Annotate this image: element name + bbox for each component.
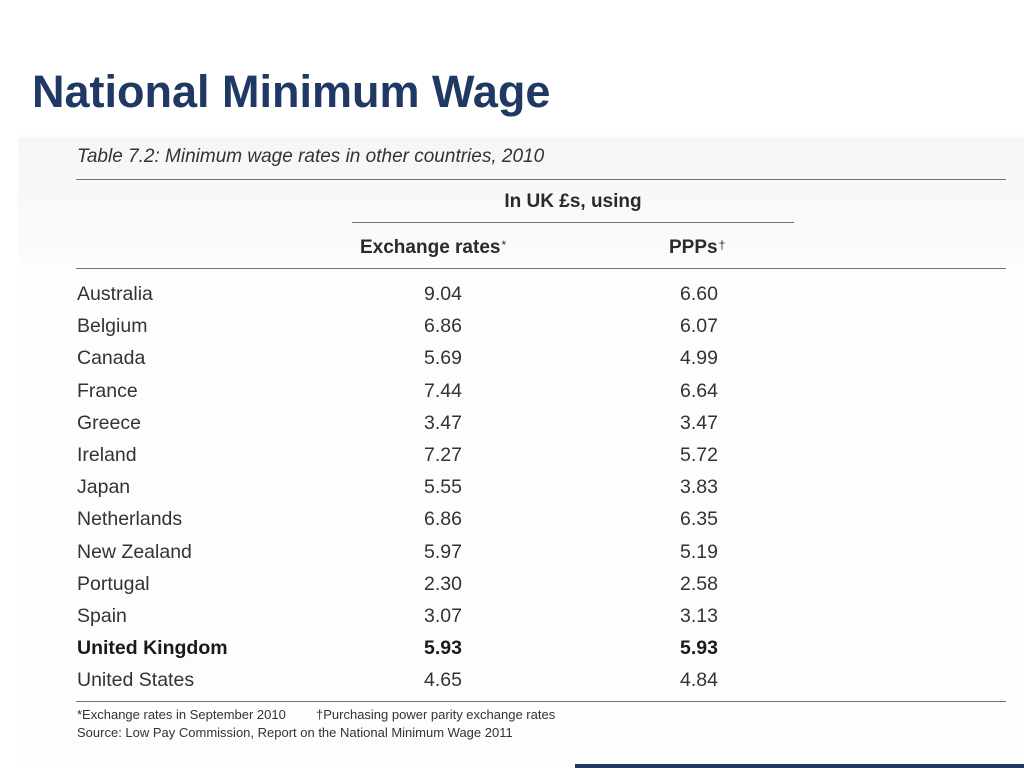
ppp-cell: 4.84 <box>680 669 718 692</box>
column-header-ppp-label: PPPs <box>669 237 718 258</box>
table-row: Australia 9.04 6.60 <box>0 278 1024 310</box>
exchange-rate-cell: 2.30 <box>424 572 462 595</box>
country-cell: United States <box>77 669 195 692</box>
table-row: Belgium 6.86 6.07 <box>0 310 1024 342</box>
ppp-cell: 5.19 <box>680 540 718 563</box>
country-cell: United Kingdom <box>77 637 228 660</box>
country-cell: Belgium <box>77 315 148 338</box>
ppp-cell: 4.99 <box>680 347 718 370</box>
footnote-exchange: *Exchange rates in September 2010 <box>77 707 286 722</box>
table-source: Source: Low Pay Commission, Report on th… <box>77 725 513 740</box>
table-row: Japan 5.55 3.83 <box>0 471 1024 503</box>
ppp-cell: 6.07 <box>680 315 718 338</box>
table-row: France 7.44 6.64 <box>0 375 1024 407</box>
country-cell: France <box>77 379 138 402</box>
table-body: Australia 9.04 6.60 Belgium 6.86 6.07 Canada 5.… <box>0 278 1024 696</box>
column-group-rule <box>352 222 794 223</box>
ppp-cell: 3.47 <box>680 411 718 434</box>
ppp-cell: 2.58 <box>680 572 718 595</box>
table-row: United Kingdom 5.93 5.93 <box>0 632 1024 664</box>
exchange-footnote-mark: * <box>501 238 507 252</box>
country-cell: New Zealand <box>77 540 192 563</box>
scanned-table-image <box>18 128 1024 768</box>
table-row: Greece 3.47 3.47 <box>0 407 1024 439</box>
exchange-rate-cell: 5.69 <box>424 347 462 370</box>
table-header-rule <box>76 268 1006 269</box>
column-header-ppps: PPPs† <box>669 234 725 262</box>
table-top-rule <box>76 179 1006 180</box>
exchange-rate-cell: 3.07 <box>424 604 462 627</box>
table-bottom-rule <box>76 701 1006 702</box>
table-row: United States 4.65 4.84 <box>0 664 1024 696</box>
column-group-header: In UK £s, using <box>504 191 642 212</box>
exchange-rate-cell: 9.04 <box>424 283 462 305</box>
country-cell: Ireland <box>77 443 137 466</box>
exchange-rate-cell: 5.55 <box>424 476 462 499</box>
table-row: Spain 3.07 3.13 <box>0 600 1024 632</box>
column-header-exchange-rates: Exchange rates* <box>360 234 506 262</box>
slide-bottom-band <box>575 764 1024 768</box>
ppp-footnote-mark: † <box>718 238 726 252</box>
exchange-rate-cell: 5.97 <box>424 540 462 563</box>
footnote-ppp: †Purchasing power parity exchange rates <box>316 707 556 722</box>
table-row: Portugal 2.30 2.58 <box>0 568 1024 600</box>
country-cell: Greece <box>77 411 141 434</box>
slide-title: National Minimum Wage <box>32 66 551 117</box>
country-cell: Australia <box>77 283 153 305</box>
ppp-cell: 5.72 <box>680 443 718 466</box>
table-row: Netherlands 6.86 6.35 <box>0 503 1024 535</box>
exchange-rate-cell: 4.65 <box>424 669 462 692</box>
table-row: New Zealand 5.97 5.19 <box>0 536 1024 568</box>
country-cell: Portugal <box>77 572 150 595</box>
exchange-rate-cell: 6.86 <box>424 508 462 531</box>
ppp-cell: 3.13 <box>680 604 718 627</box>
country-cell: Canada <box>77 347 146 370</box>
ppp-cell: 6.35 <box>680 508 718 531</box>
table-row: Canada 5.69 4.99 <box>0 342 1024 374</box>
exchange-rate-cell: 7.44 <box>424 379 462 402</box>
country-cell: Netherlands <box>77 508 183 531</box>
scan-shading <box>18 138 1024 258</box>
exchange-rate-cell: 3.47 <box>424 411 462 434</box>
column-header-exchange-label: Exchange rates <box>360 237 501 258</box>
ppp-cell: 6.64 <box>680 379 718 402</box>
country-cell: Japan <box>77 476 131 499</box>
table-caption: Table 7.2: Minimum wage rates in other c… <box>77 146 545 167</box>
ppp-cell: 3.83 <box>680 476 718 499</box>
exchange-rate-cell: 6.86 <box>424 315 462 338</box>
exchange-rate-cell: 7.27 <box>424 443 462 466</box>
ppp-cell: 5.93 <box>680 637 718 660</box>
country-cell: Spain <box>77 604 127 627</box>
table-row: Ireland 7.27 5.72 <box>0 439 1024 471</box>
exchange-rate-cell: 5.93 <box>424 637 462 660</box>
ppp-cell: 6.60 <box>680 283 718 305</box>
